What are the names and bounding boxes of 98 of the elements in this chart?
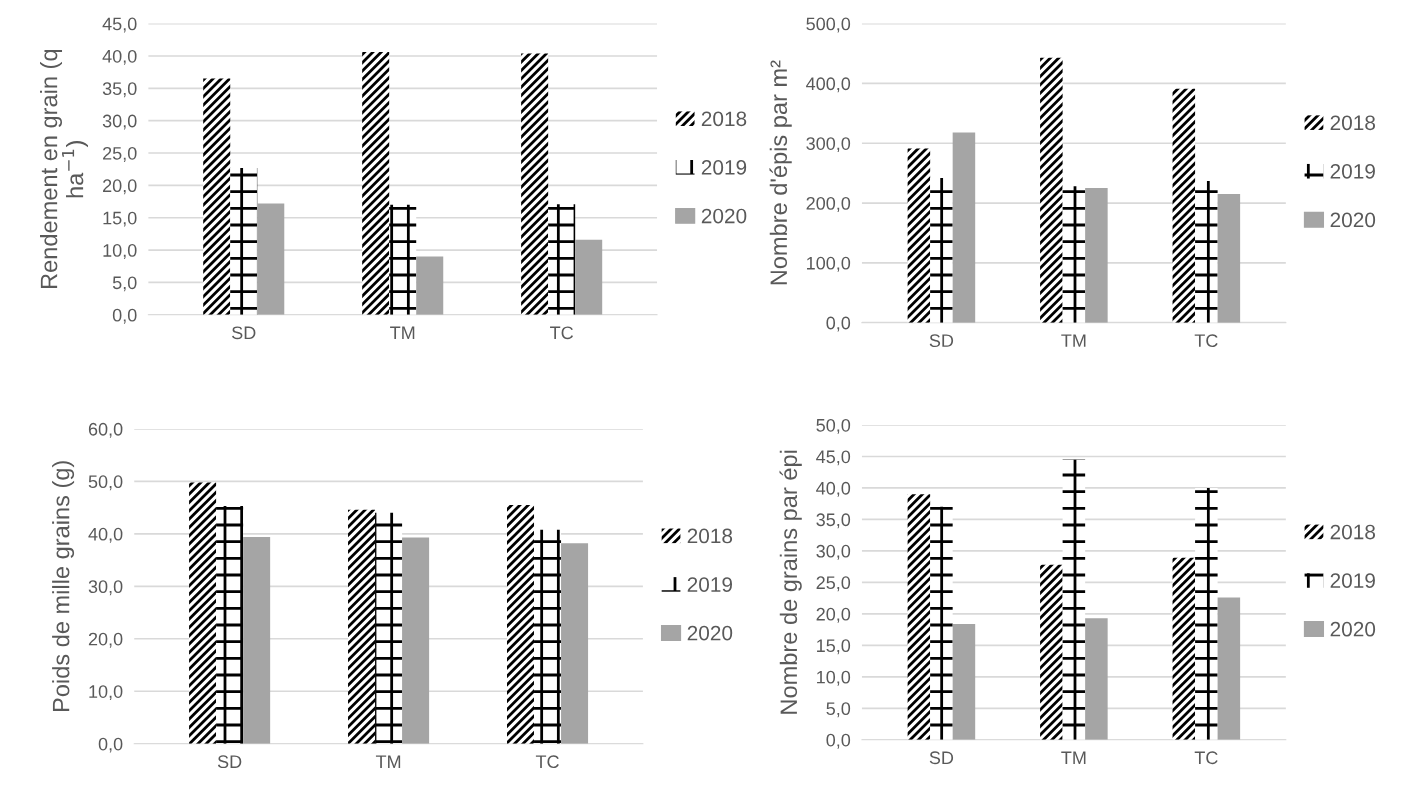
x-tick-label: SD bbox=[217, 755, 242, 769]
bar bbox=[216, 506, 244, 744]
legend-label: 2020 bbox=[1330, 621, 1376, 637]
bar bbox=[203, 78, 231, 315]
legend-label: 2019 bbox=[687, 577, 733, 592]
bar bbox=[257, 203, 285, 315]
y-tick-label: 0,0 bbox=[826, 316, 851, 332]
bar bbox=[907, 148, 931, 323]
y-axis-title: Rendement en grain (q ha$^{−1}$) bbox=[40, 49, 88, 289]
x-tick-label: SD bbox=[232, 326, 256, 340]
bar bbox=[1195, 487, 1218, 740]
bar bbox=[930, 177, 953, 323]
y-tick-label: 30,0 bbox=[102, 114, 137, 130]
y-tick-label: 5,0 bbox=[826, 702, 851, 718]
y-tick-label: 50,0 bbox=[816, 418, 851, 434]
x-tick-label: TM bbox=[1061, 334, 1086, 347]
bar bbox=[548, 204, 576, 315]
y-tick-label: 100,0 bbox=[807, 256, 851, 272]
y-tick-label: 20,0 bbox=[88, 632, 123, 648]
y-tick-label: 15,0 bbox=[103, 211, 137, 227]
y-tick-label: 400,0 bbox=[806, 77, 851, 93]
bar bbox=[1172, 88, 1196, 323]
y-axis-title: Nombre d'épis par m² bbox=[769, 60, 792, 285]
legend-label: 2018 bbox=[1330, 524, 1376, 540]
bar bbox=[1085, 618, 1108, 740]
bar bbox=[521, 53, 549, 315]
legend-label: 2020 bbox=[687, 625, 733, 641]
bar bbox=[1062, 459, 1086, 740]
legend-label: 2020 bbox=[1330, 212, 1376, 228]
y-tick-label: 20,0 bbox=[816, 607, 851, 623]
y-tick-label: 30,0 bbox=[816, 544, 851, 560]
y-tick-label: 40,0 bbox=[88, 527, 123, 543]
legend-label: 2019 bbox=[1330, 163, 1375, 179]
bar bbox=[1040, 57, 1063, 323]
bar bbox=[1172, 557, 1196, 740]
y-tick-label: 200,0 bbox=[806, 196, 851, 212]
y-tick-label: 0,0 bbox=[826, 733, 851, 749]
y-tick-label: 40,0 bbox=[816, 481, 851, 497]
y-tick-label: 10,0 bbox=[103, 244, 137, 259]
bar bbox=[1062, 186, 1086, 323]
x-tick-label: TM bbox=[390, 326, 415, 339]
bar bbox=[534, 529, 562, 744]
x-tick-label: TC bbox=[550, 326, 574, 340]
x-tick-label: SD bbox=[929, 334, 954, 348]
legend-label: 2018 bbox=[687, 528, 733, 544]
y-tick-label: 25,0 bbox=[816, 576, 851, 592]
x-tick-label: TC bbox=[1194, 334, 1218, 348]
y-tick-label: 15,0 bbox=[817, 639, 851, 655]
y-tick-label: 45,0 bbox=[102, 17, 137, 33]
bar bbox=[402, 537, 430, 744]
y-tick-label: 30,0 bbox=[88, 580, 123, 596]
y-tick-label: 35,0 bbox=[102, 82, 137, 98]
legend-label: 2018 bbox=[1330, 115, 1376, 131]
legend-label: 2019 bbox=[1330, 573, 1375, 588]
bar bbox=[189, 482, 217, 744]
y-tick-label: 10,0 bbox=[817, 670, 851, 686]
bar bbox=[1085, 188, 1108, 323]
bar bbox=[243, 537, 271, 744]
y-axis-title: Nombre de grains par épi bbox=[779, 450, 802, 714]
bar bbox=[561, 543, 589, 744]
x-tick-label: SD bbox=[929, 751, 954, 765]
bar bbox=[507, 504, 535, 744]
bar bbox=[930, 506, 953, 740]
bar bbox=[416, 256, 444, 315]
bar bbox=[230, 167, 258, 315]
bar bbox=[1040, 564, 1063, 740]
y-tick-label: 35,0 bbox=[816, 513, 851, 529]
x-tick-label: TC bbox=[535, 755, 559, 769]
y-tick-label: 0,0 bbox=[112, 308, 137, 324]
x-tick-label: TM bbox=[375, 755, 401, 768]
bar bbox=[375, 512, 403, 744]
legend-label: 2020 bbox=[701, 208, 747, 224]
y-tick-label: 0,0 bbox=[98, 737, 123, 753]
y-tick-label: 300,0 bbox=[806, 137, 851, 153]
y-tick-label: 5,0 bbox=[112, 276, 137, 292]
bar bbox=[575, 239, 603, 315]
x-tick-label: TM bbox=[1061, 751, 1086, 764]
y-tick-label: 40,0 bbox=[102, 49, 137, 65]
y-tick-label: 45,0 bbox=[816, 450, 851, 466]
y-tick-label: 25,0 bbox=[103, 146, 137, 162]
y-tick-label: 20,0 bbox=[103, 179, 137, 195]
y-tick-label: 10,0 bbox=[89, 685, 123, 701]
bar bbox=[1217, 194, 1241, 323]
bar bbox=[389, 204, 417, 315]
y-tick-label: 50,0 bbox=[88, 475, 123, 491]
bar bbox=[907, 494, 931, 740]
legend-label: 2018 bbox=[701, 111, 747, 127]
x-tick-label: TC bbox=[1194, 751, 1218, 765]
bar bbox=[362, 52, 390, 315]
bar bbox=[348, 509, 376, 744]
y-tick-label: 500,0 bbox=[806, 17, 851, 33]
bar bbox=[1217, 597, 1241, 740]
bar bbox=[952, 623, 976, 740]
bar bbox=[952, 132, 976, 323]
y-axis-title: Poids de mille grains (g) bbox=[52, 461, 75, 711]
bar bbox=[1195, 180, 1218, 323]
y-tick-label: 60,0 bbox=[88, 422, 123, 438]
legend-label: 2019 bbox=[701, 160, 747, 175]
